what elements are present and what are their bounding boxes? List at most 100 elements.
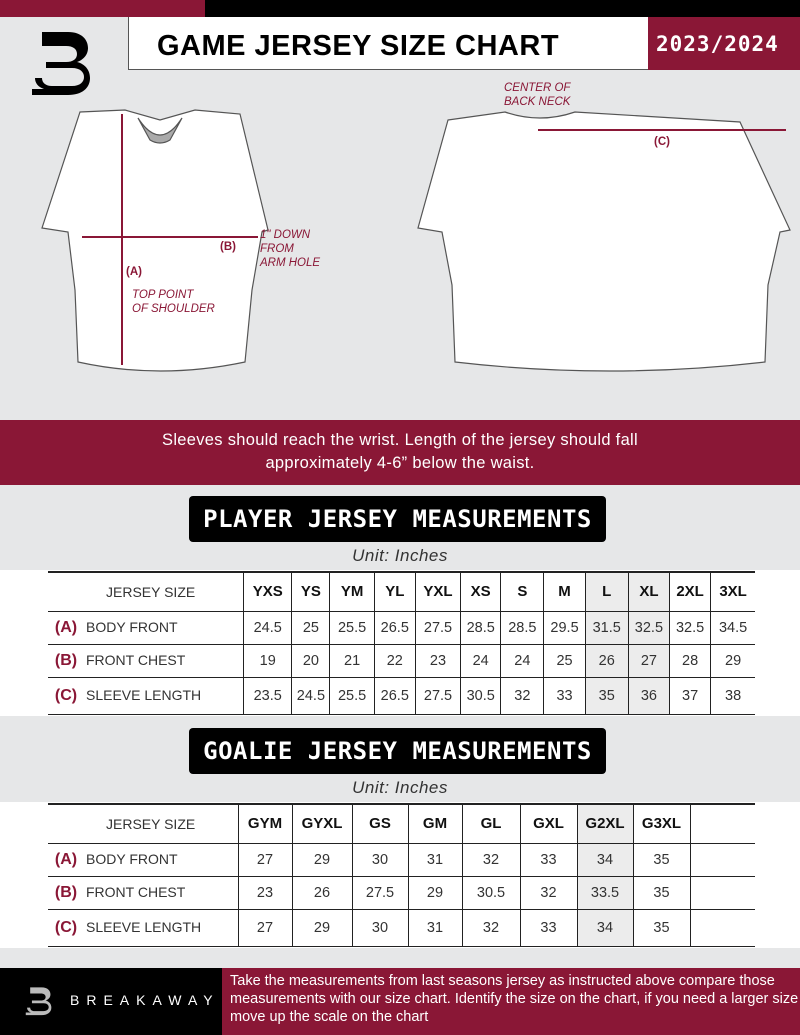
measurement-value: 24.5 [243,611,292,644]
measurement-value [689,909,755,946]
measurement-value: 21 [329,644,375,677]
measurement-value: 30 [351,843,408,876]
season-badge: 2023/2024 [648,17,800,70]
measurement-value: 28.5 [460,611,501,644]
top-black-bar [205,0,800,17]
measurement-value: 35 [632,909,690,946]
player-section-title: PLAYER JERSEY MEASUREMENTS [189,496,606,542]
measurement-value: 23.5 [243,677,292,714]
measurement-letter: (B) [54,883,78,901]
measurement-value: 27 [627,644,670,677]
size-column-header: XS [460,572,501,611]
b-marker-label: (B) [220,241,236,253]
measurement-value: 32.5 [668,611,711,644]
measurement-value: 26 [291,876,352,909]
measurement-value: 27.5 [414,611,461,644]
measurement-value: 33 [519,909,577,946]
breakaway-footer-logo-icon [25,987,52,1016]
measurement-value: 32 [519,876,577,909]
goalie-unit-label: Unit: Inches [352,778,448,797]
measurement-value: 35 [632,843,690,876]
measurement-value: 32.5 [627,611,670,644]
measurement-value: 24.5 [291,677,330,714]
measurement-value: 34.5 [710,611,755,644]
arm-hole-label: 1" DOWN FROM ARM HOLE [260,229,321,269]
table-row: (B) FRONT CHEST 19 20 21 22 23 24 24 25 26 27 28 29 [48,644,755,677]
measurement-value: 28.5 [500,611,544,644]
player-size-table: JERSEY SIZE YXS YS YM YL YXL XS S M L XL 2XL 3XL (A) B… [48,571,755,715]
measurement-value: 32 [461,909,520,946]
measurement-value: 34 [576,843,633,876]
c-marker-label: (C) [654,136,670,148]
size-column-header: YXL [414,572,461,611]
size-column-header: 2XL [668,572,711,611]
measurement-value: 23 [237,876,292,909]
measurement-name: FRONT CHEST [86,883,186,900]
measurement-name: BODY FRONT [86,618,178,635]
measurement-value: 34 [576,909,633,946]
size-column-header: G3XL [632,804,690,843]
measurement-name: BODY FRONT [86,850,178,867]
size-column-header: M [543,572,586,611]
size-column-header: L [584,572,629,611]
measurement-value: 33.5 [576,876,633,909]
measurement-value: 26.5 [373,611,416,644]
size-column-header: 3XL [710,572,755,611]
footer-instructions: Take the measurements from last seasons … [222,968,800,1035]
measurement-value: 32 [461,843,520,876]
size-column-header: GS [351,804,408,843]
table-row: (C) SLEEVE LENGTH 27 29 30 31 32 33 34 35 [48,909,755,946]
size-column-header: YXS [243,572,292,611]
measurement-value: 36 [627,677,670,714]
measurement-value: 26 [584,644,629,677]
size-column-header: S [500,572,544,611]
size-column-header [689,804,755,843]
measurement-letter: (C) [54,686,78,704]
player-unit-label: Unit: Inches [352,546,448,565]
measurement-label: (B) FRONT CHEST [48,644,244,677]
measurement-value: 30 [351,909,408,946]
table-row: (A) BODY FRONT 27 29 30 31 32 33 34 35 [48,843,755,876]
measurement-label: (A) BODY FRONT [48,843,238,876]
size-header-label: JERSEY SIZE [106,815,196,832]
measurement-letter: (C) [54,918,78,936]
measurement-value: 32 [500,677,544,714]
size-column-header: YM [329,572,375,611]
measurement-label: (A) BODY FRONT [48,611,244,644]
size-column-header: XL [627,572,670,611]
measurement-label: (C) SLEEVE LENGTH [48,909,238,946]
measurement-letter: (A) [54,850,78,868]
table-row: (C) SLEEVE LENGTH 23.5 24.5 25.5 26.5 27.5 30.5… [48,677,755,714]
measurement-value: 31.5 [584,611,629,644]
size-column-header: YS [291,572,330,611]
measurement-letter: (A) [54,618,78,636]
size-column-header: G2XL [576,804,633,843]
measurement-value: 25.5 [329,611,375,644]
measurement-value [689,876,755,909]
measurement-label: (B) FRONT CHEST [48,876,238,909]
measurement-value: 30.5 [460,677,501,714]
size-column-header: GM [407,804,462,843]
measurement-name: SLEEVE LENGTH [86,686,202,703]
top-accent-bar [0,0,205,17]
table-row: (A) BODY FRONT 24.5 25 25.5 26.5 27.5 28.5 28.5 2… [48,611,755,644]
measurement-value: 29.5 [543,611,586,644]
measurement-value: 30.5 [461,876,520,909]
measurement-value: 19 [243,644,292,677]
size-column-header: GYM [237,804,292,843]
measurement-value: 27 [237,843,292,876]
jersey-diagram [41,109,791,372]
jersey-back-outline [417,111,791,372]
measurement-value: 31 [407,843,462,876]
measurement-value: 27.5 [414,677,461,714]
jersey-front-outline [41,109,269,372]
measurement-value: 35 [632,876,690,909]
measurement-value: 29 [407,876,462,909]
measurement-value: 29 [291,843,352,876]
size-column-header: GYXL [291,804,352,843]
measurement-value: 20 [291,644,330,677]
measurement-value: 29 [291,909,352,946]
measurement-value: 27.5 [351,876,408,909]
measurement-name: FRONT CHEST [86,651,186,668]
breakaway-logo-icon [32,32,90,95]
